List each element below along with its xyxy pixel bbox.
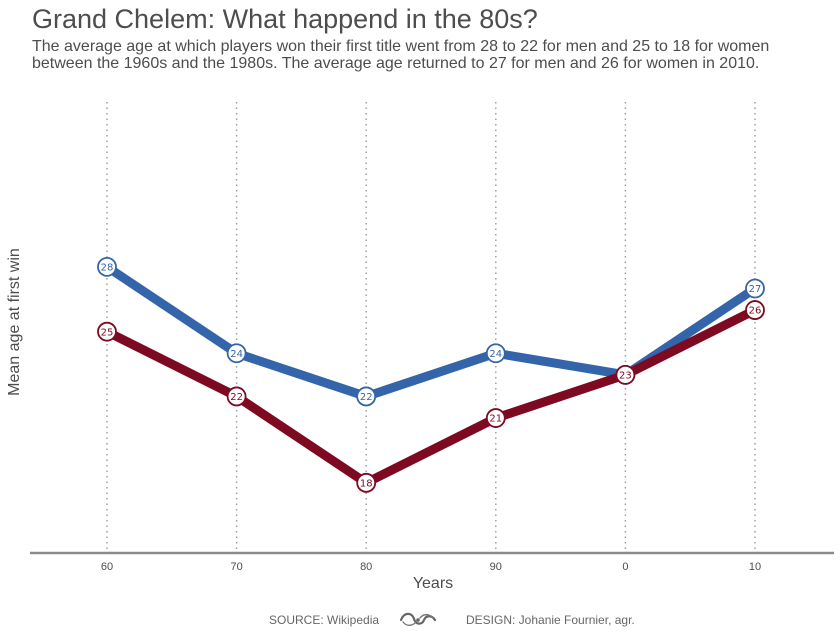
data-point-2: 23 [615,364,636,385]
subtitle-line-2: between the 1960s and the 1980s. The ave… [32,55,760,72]
data-label: 27 [749,284,762,295]
data-point-2: 22 [226,386,247,407]
point-marker [356,386,377,407]
data-label: 18 [360,478,373,489]
data-label: 26 [749,306,762,317]
data-point-1: 27 [745,278,765,299]
data-point-1: 28 [97,256,117,277]
data-label: 22 [230,392,243,403]
data-label: 21 [489,414,502,425]
data-label: 24 [489,349,502,360]
chart-subtitle: The average age at which players won the… [32,38,832,72]
x-tick-label: 70 [230,561,242,573]
data-label: 23 [619,370,632,381]
point-marker [97,321,117,342]
point-marker [745,300,765,320]
footer: SOURCE: Wikipedia DESIGN: Johanie Fourni… [0,610,840,630]
source-credit: SOURCE: Wikipedia [269,613,380,627]
data-point-1: 24 [485,343,506,364]
series-line-2 [102,305,760,488]
point-marker [615,364,636,385]
chart-title: Grand Chelem: What happend in the 80s? [32,4,538,34]
data-point-1: 22 [356,386,377,407]
data-point-2: 26 [745,300,765,320]
x-axis-title: Years [413,575,453,592]
point-marker [485,408,506,428]
point-marker [485,343,506,364]
x-tick-label: 0 [622,561,628,573]
x-tick-label: 10 [749,561,761,573]
line-chart: 60 70 80 90 0 10 Years Mean age at first win 28 2… [6,102,834,592]
x-tick-label: 60 [101,561,113,573]
design-credit: DESIGN: Johanie Fournier, agr. [466,613,635,627]
data-label: 24 [230,349,243,360]
data-point-1: 24 [226,343,247,364]
data-point-2: 25 [97,321,117,342]
point-marker [97,256,117,277]
point-marker [226,386,247,407]
subtitle-line-1: The average age at which players won the… [32,38,770,55]
x-tick-label: 90 [490,561,502,573]
point-marker [226,343,247,364]
point-marker [356,472,377,493]
data-point-2: 21 [485,408,506,428]
x-tick-label: 80 [360,561,372,573]
data-label: 28 [101,262,114,273]
point-marker [745,278,765,299]
ornament-swirl-icon [398,610,438,633]
y-axis-title: Mean age at first win [6,248,23,396]
data-label: 25 [101,327,114,338]
data-point-2: 18 [356,472,377,493]
data-label: 22 [360,392,373,403]
